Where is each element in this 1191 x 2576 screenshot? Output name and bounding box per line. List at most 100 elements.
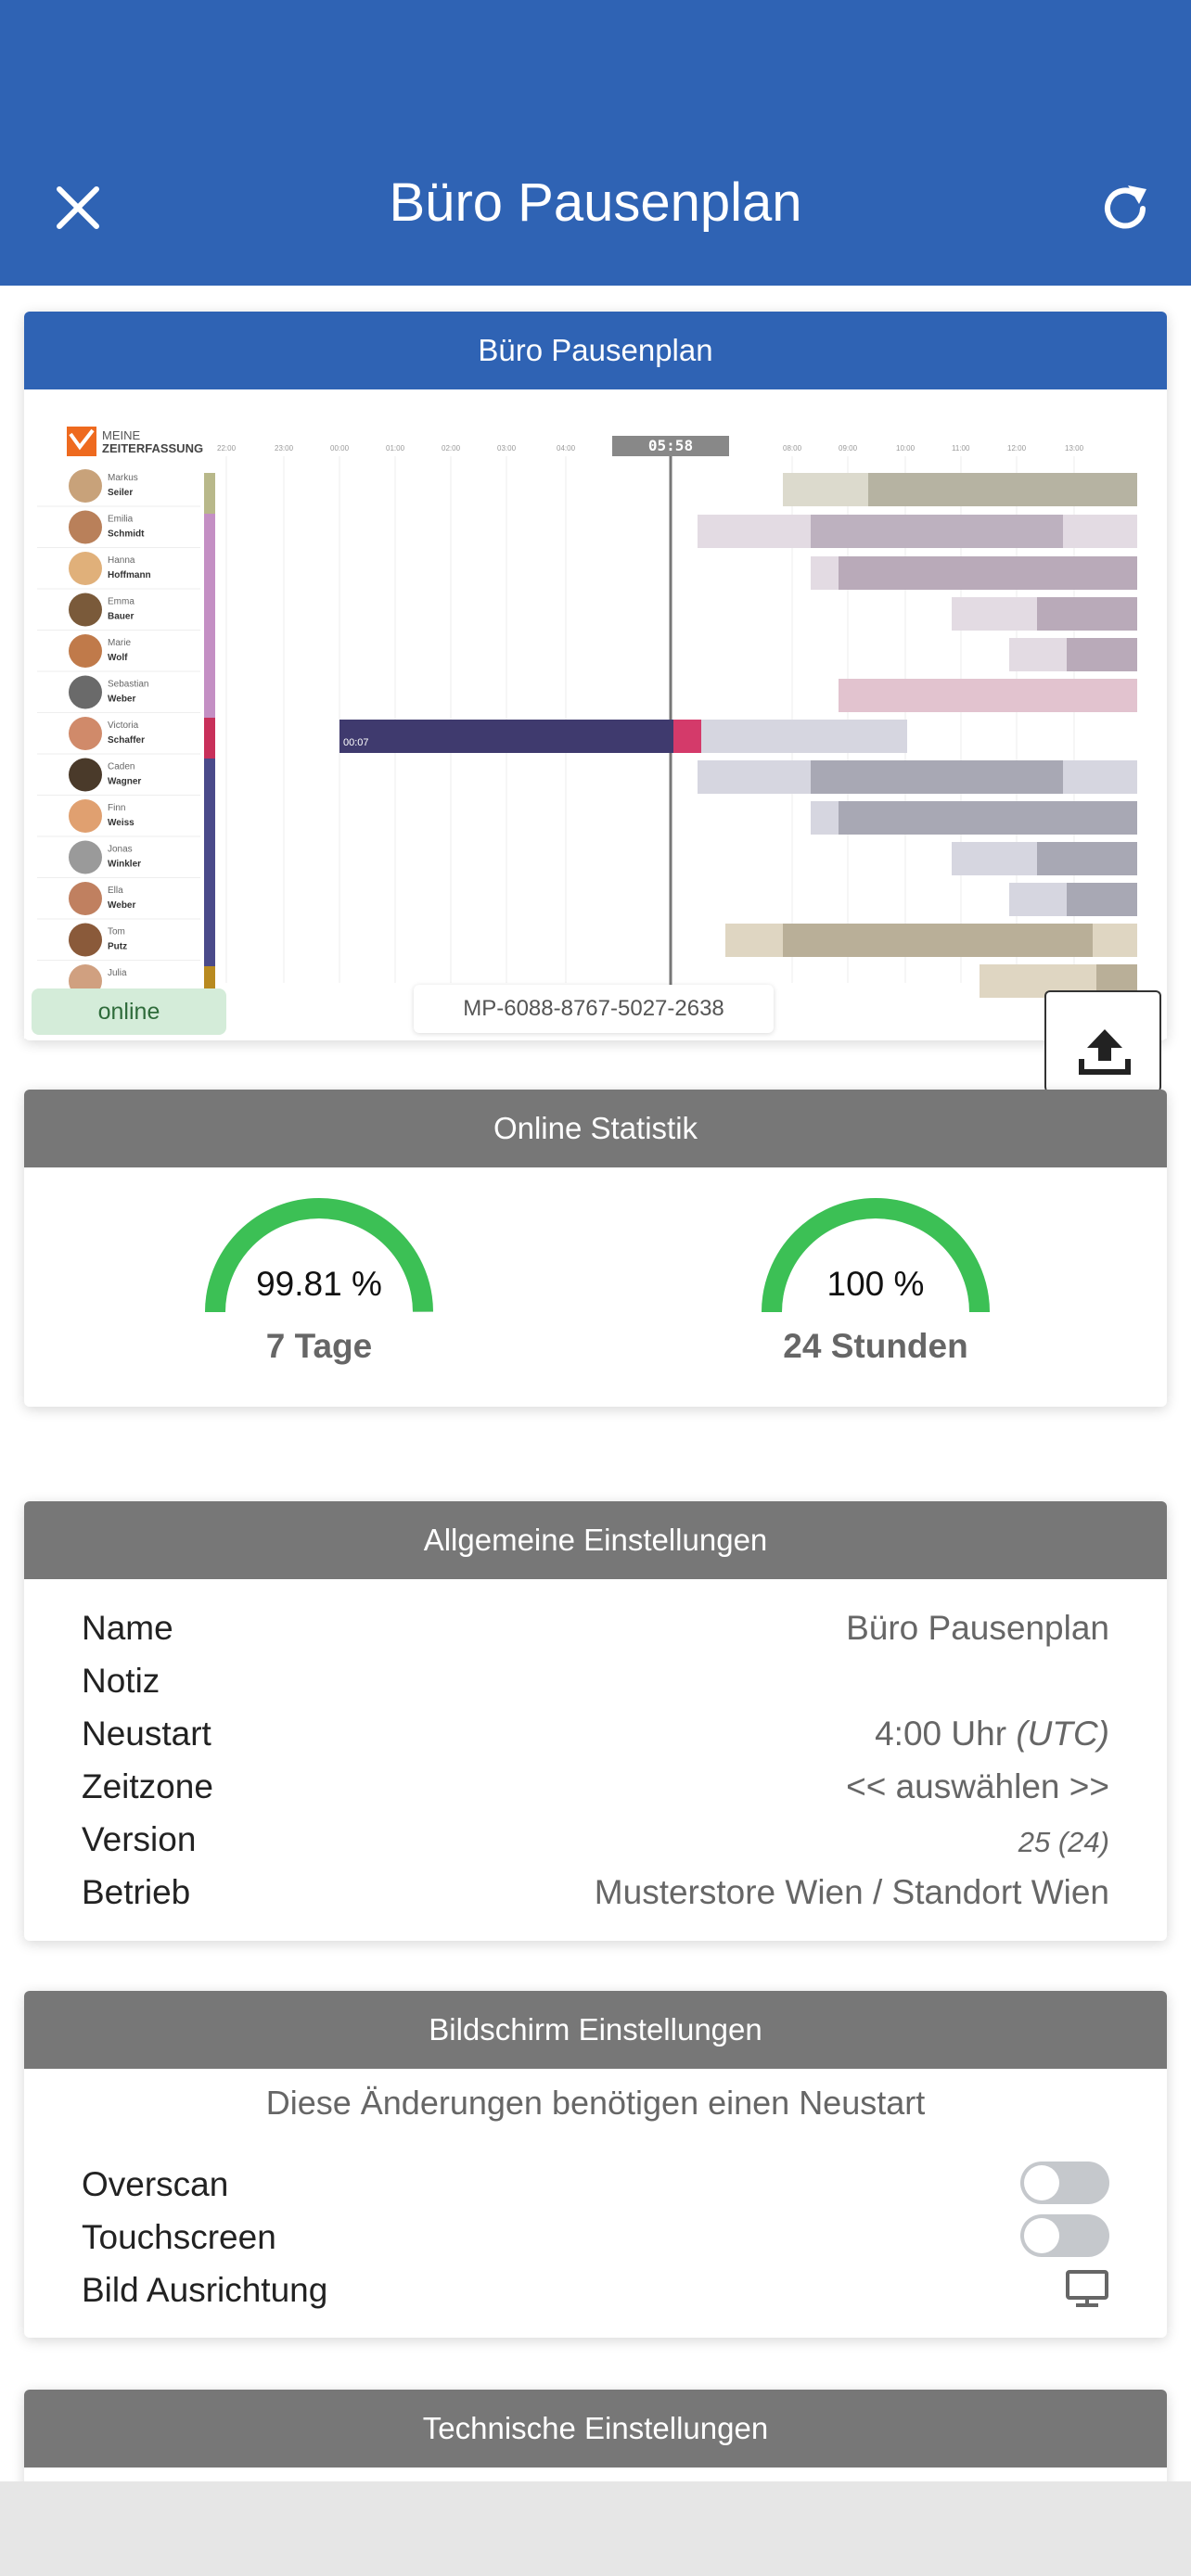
screen-settings-title: Bildschirm Einstellungen	[24, 1991, 1167, 2069]
shift-bar	[698, 760, 811, 794]
gauge-label: 7 Tage	[265, 1327, 373, 1365]
person-first-name: Marie	[108, 638, 131, 648]
upload-button[interactable]	[1044, 990, 1161, 1092]
shift-bar	[811, 801, 839, 835]
avatar	[69, 593, 102, 627]
time-tick: 04:00	[557, 444, 576, 453]
setting-value: 4:00 Uhr (UTC)	[875, 1715, 1109, 1753]
setting-label: Touchscreen	[82, 2218, 276, 2256]
shift-bar	[783, 473, 868, 506]
gauge-value: 99.81 %	[256, 1265, 382, 1303]
group-band	[204, 759, 215, 966]
setting-zeitzone[interactable]: Zeitzone << auswählen >>	[82, 1767, 1109, 1806]
shift-bar	[1063, 760, 1137, 794]
person-first-name: Caden	[108, 762, 134, 772]
setting-overscan: Overscan	[82, 2162, 1109, 2204]
avatar	[69, 552, 102, 585]
avatar	[69, 840, 102, 874]
avatar	[69, 799, 102, 833]
time-tick: 09:00	[839, 444, 858, 453]
setting-notiz[interactable]: Notiz	[82, 1662, 1109, 1701]
person-last-name: Bauer	[108, 612, 134, 622]
time-tick: 03:00	[497, 444, 517, 453]
setting-label: Name	[82, 1609, 173, 1647]
group-band	[204, 514, 215, 718]
person-first-name: Ella	[108, 886, 123, 896]
time-tick: 10:00	[896, 444, 916, 453]
setting-neustart[interactable]: Neustart 4:00 Uhr (UTC)	[82, 1715, 1109, 1753]
setting-label: Overscan	[82, 2165, 229, 2203]
person-first-name: Hanna	[108, 555, 135, 566]
refresh-icon[interactable]	[1098, 182, 1152, 236]
person-last-name: Winkler	[108, 860, 141, 870]
time-tick: 11:00	[952, 444, 970, 453]
avatar	[69, 923, 102, 957]
person-first-name: Sebastian	[108, 680, 148, 690]
current-time-badge	[612, 436, 729, 456]
current-time: 05:58	[648, 437, 693, 454]
gauge-label: 24 Stunden	[783, 1327, 968, 1365]
page-title: Büro Pausenplan	[389, 172, 802, 233]
avatar	[69, 717, 102, 750]
gauge-arc	[762, 1198, 990, 1313]
shift-bar	[839, 556, 1137, 590]
setting-value: Musterstore Wien / Standort Wien	[594, 1873, 1109, 1911]
schedule-preview[interactable]: MEINE ZEITERFASSUNG 22:00 23:00 00:00 01:00…	[24, 389, 1167, 1092]
bar-time-label: 00:07	[343, 737, 369, 748]
person-first-name: Victoria	[108, 721, 139, 731]
online-stats-card: Online Statistik 99.81 % 7 Tage 100 % 24…	[24, 1090, 1167, 1407]
time-tick: 08:00	[783, 444, 802, 453]
shift-bar	[1063, 515, 1137, 548]
person-first-name: Emilia	[108, 515, 134, 525]
time-tick: 12:00	[1007, 444, 1027, 453]
avatar	[69, 882, 102, 915]
device-serial: MP-6088-8767-5027-2638	[414, 985, 774, 1033]
bottom-bar	[0, 2481, 1191, 2576]
avatar	[69, 634, 102, 668]
setting-betrieb[interactable]: Betrieb Musterstore Wien / Standort Wien	[82, 1873, 1109, 1912]
group-band	[204, 473, 215, 514]
person-last-name: Wagner	[108, 777, 141, 787]
setting-value: << auswählen >>	[846, 1767, 1109, 1805]
setting-name[interactable]: Name Büro Pausenplan	[82, 1609, 1109, 1648]
person-last-name: Putz	[108, 942, 127, 952]
setting-value: Büro Pausenplan	[846, 1609, 1109, 1647]
shift-bar	[1009, 638, 1067, 671]
setting-label: Version	[82, 1820, 197, 1858]
shift-bar	[725, 924, 783, 957]
person-last-name: Schaffer	[108, 735, 145, 746]
person-last-name: Seiler	[108, 488, 133, 498]
time-tick: 02:00	[442, 444, 461, 453]
online-stats-title: Online Statistik	[24, 1090, 1167, 1167]
avatar	[69, 469, 102, 503]
touchscreen-toggle[interactable]	[1020, 2214, 1109, 2257]
overscan-toggle[interactable]	[1020, 2162, 1109, 2204]
toggle-knob	[1024, 2165, 1059, 2200]
screen-settings-card: Bildschirm Einstellungen Diese Änderunge…	[24, 1991, 1167, 2338]
avatar	[69, 675, 102, 709]
setting-label: Betrieb	[82, 1873, 191, 1911]
close-icon[interactable]	[52, 182, 104, 234]
shift-bar	[1037, 842, 1137, 875]
app-bar: Büro Pausenplan	[0, 0, 1191, 286]
setting-version: Version 25 (24)	[82, 1820, 1109, 1859]
toggle-knob	[1024, 2218, 1059, 2253]
logo-line1: MEINE	[102, 428, 141, 442]
restart-note: Diese Änderungen benötigen einen Neustar…	[265, 2084, 926, 2122]
monitor-icon[interactable]	[1065, 2269, 1109, 2308]
person-last-name: Wolf	[108, 653, 128, 663]
shift-bar	[698, 515, 811, 548]
technical-settings-title[interactable]: Technische Einstellungen	[24, 2390, 1167, 2468]
setting-orientation[interactable]: Bild Ausrichtung	[82, 2269, 1109, 2310]
person-first-name: Emma	[108, 597, 134, 607]
setting-touchscreen: Touchscreen	[82, 2214, 1109, 2257]
preview-card-title: Büro Pausenplan	[24, 312, 1167, 389]
shift-bar	[811, 556, 839, 590]
person-last-name: Hoffmann	[108, 570, 151, 580]
shift-bar	[952, 842, 1037, 875]
gauge-arc	[205, 1198, 433, 1313]
shift-bar	[1037, 597, 1137, 631]
setting-label: Bild Ausrichtung	[82, 2271, 328, 2309]
shift-bar	[839, 801, 1137, 835]
shift-bar	[521, 720, 673, 753]
